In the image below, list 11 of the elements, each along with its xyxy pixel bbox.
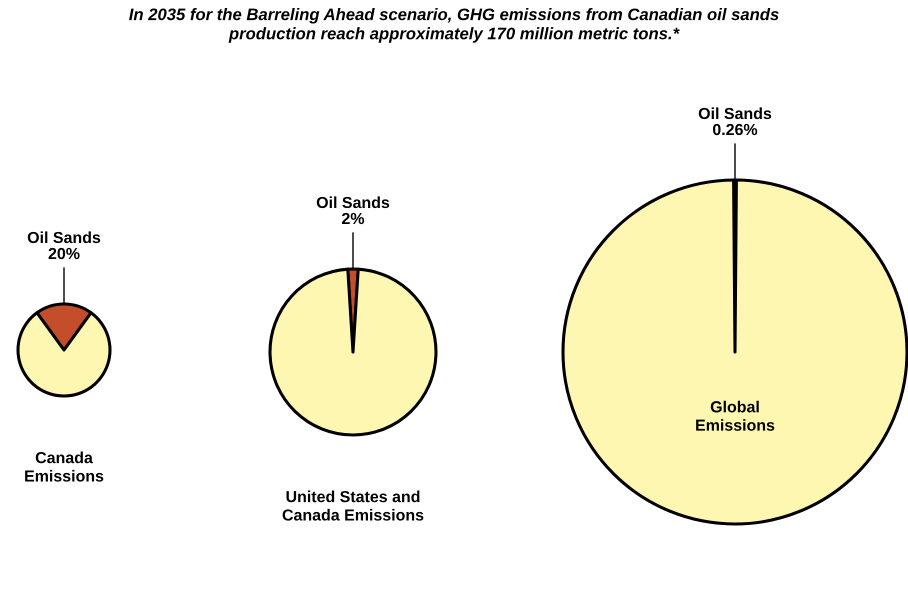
data-label: 0.26% — [712, 124, 758, 136]
slice-label: Oil Sands — [28, 231, 100, 244]
slice-label: Oil Sands — [698, 107, 772, 120]
text: In 2035 for the Barreling Ahead scenario, GHG emissions from Canadian oil sands production reach approximately 170 million metric tons.* — [129, 8, 779, 43]
data-label: 2% — [342, 212, 364, 224]
slice-label: United States and Canada Emissions — [282, 490, 424, 521]
slice-label: Oil Sands — [316, 196, 390, 208]
pie-slice — [268, 268, 438, 437]
slice-label: Global Emissions — [696, 400, 774, 431]
slice-label: Canada Emissions — [25, 452, 104, 482]
data-label: 20% — [48, 248, 80, 260]
